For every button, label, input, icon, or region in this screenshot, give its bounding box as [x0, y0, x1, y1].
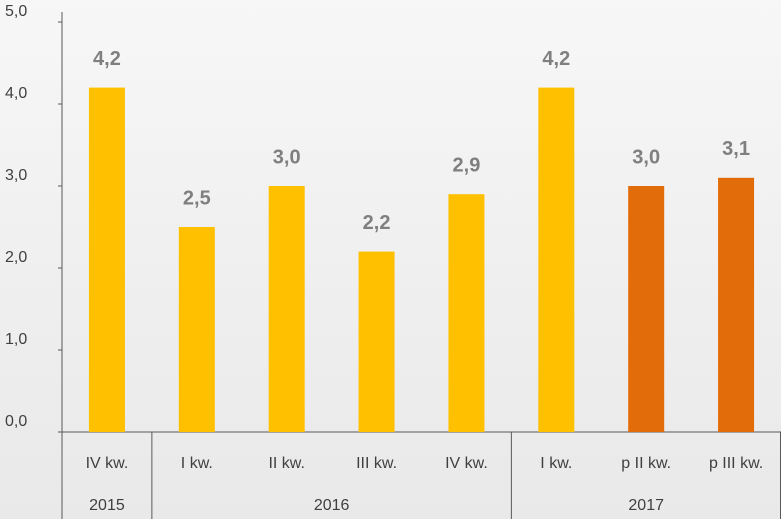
bar — [628, 186, 665, 432]
bar — [358, 251, 395, 432]
x-tick-label: III kw. — [356, 455, 397, 472]
bar — [448, 194, 485, 432]
x-tick-label: I kw. — [540, 455, 572, 472]
y-tick-label: 3,0 — [5, 167, 27, 184]
value-label: 4,2 — [542, 48, 570, 70]
y-tick-label: 5,0 — [5, 3, 27, 20]
x-tick-label: IV kw. — [445, 455, 488, 472]
group-label: 2017 — [628, 497, 664, 514]
x-tick-label: IV kw. — [86, 455, 129, 472]
value-label: 3,1 — [722, 138, 750, 160]
value-label: 2,2 — [363, 212, 391, 234]
x-tick-label: p II kw. — [621, 455, 671, 472]
value-label: 4,2 — [93, 48, 121, 70]
bar — [88, 87, 125, 432]
value-label: 3,0 — [273, 146, 301, 168]
x-tick-label: II kw. — [268, 455, 304, 472]
value-label: 3,0 — [632, 146, 660, 168]
bar — [718, 177, 755, 432]
bar — [268, 186, 305, 432]
x-tick-label: p III kw. — [709, 455, 763, 472]
y-tick-label: 4,0 — [5, 85, 27, 102]
y-tick-label: 2,0 — [5, 249, 27, 266]
group-label: 2015 — [89, 497, 125, 514]
group-label: 2016 — [314, 497, 350, 514]
bar — [538, 87, 575, 432]
value-label: 2,9 — [453, 154, 481, 176]
y-tick-label: 0,0 — [5, 413, 27, 430]
value-label: 2,5 — [183, 187, 211, 209]
bar — [178, 227, 215, 432]
x-tick-label: I kw. — [181, 455, 213, 472]
y-tick-label: 1,0 — [5, 331, 27, 348]
